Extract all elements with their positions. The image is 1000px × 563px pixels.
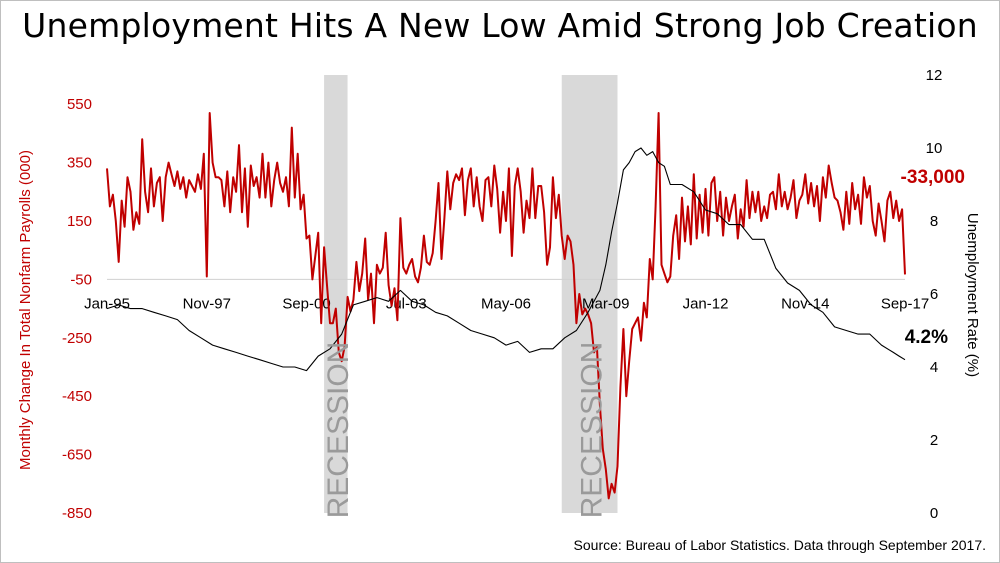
x-tick-label: Sep-00 (282, 295, 330, 312)
unemployment-line (106, 147, 906, 372)
right-tick-label: 4 (930, 359, 938, 376)
recession-label-1: RECESSION (322, 342, 355, 519)
left-axis-ticks: 550 350 150 -50 -250 -450 -650 -850 (62, 96, 92, 522)
right-tick-label: 0 (930, 505, 938, 522)
source-note: Source: Bureau of Labor Statistics. Data… (573, 537, 986, 553)
right-axis-ticks: 0 2 4 6 8 10 12 (926, 67, 943, 522)
axis-titles: Monthly Change In Total Nonfarm Payrolls… (17, 150, 981, 470)
annotations: -33,000 4.2% (901, 167, 965, 348)
right-tick-label: 2 (930, 432, 938, 449)
left-tick-label: -50 (70, 271, 92, 288)
payrolls-latest-annotation: -33,000 (901, 167, 965, 188)
left-tick-label: 550 (67, 96, 92, 113)
recession-labels: RECESSION RECESSION (322, 342, 609, 519)
x-tick-label: Jan-95 (84, 295, 130, 312)
left-tick-label: -650 (62, 447, 92, 464)
right-tick-label: 6 (930, 286, 938, 303)
x-tick-label: Nov-97 (183, 295, 231, 312)
x-tick-label: Nov-14 (781, 295, 829, 312)
left-axis-title: Monthly Change In Total Nonfarm Payrolls… (17, 150, 34, 470)
recession-band-1 (324, 75, 348, 513)
left-tick-label: 150 (67, 213, 92, 230)
x-tick-label: May-06 (481, 295, 531, 312)
right-tick-label: 8 (930, 213, 938, 230)
x-tick-label: Jan-12 (683, 295, 729, 312)
x-axis-ticks: Jan-95 Nov-97 Sep-00 Jul-03 May-06 Mar-09 Jan-… (84, 295, 929, 312)
x-tick-label: Mar-09 (582, 295, 630, 312)
series-lines (106, 112, 906, 500)
recession-bands (324, 75, 618, 513)
left-tick-label: -250 (62, 330, 92, 347)
recession-label-2: RECESSION (576, 342, 609, 519)
unemployment-latest-annotation: 4.2% (905, 327, 948, 348)
left-tick-label: -450 (62, 388, 92, 405)
right-tick-label: 12 (926, 67, 943, 84)
payrolls-line (106, 112, 906, 500)
recession-band-2 (561, 75, 618, 513)
right-tick-label: 10 (926, 140, 943, 157)
left-tick-label: 350 (67, 155, 92, 172)
right-axis-title: Unemployment Rate (%) (964, 213, 981, 377)
chart-title: Unemployment Hits A New Low Amid Strong … (22, 6, 978, 45)
left-tick-label: -850 (62, 505, 92, 522)
x-tick-label: Sep-17 (881, 295, 929, 312)
